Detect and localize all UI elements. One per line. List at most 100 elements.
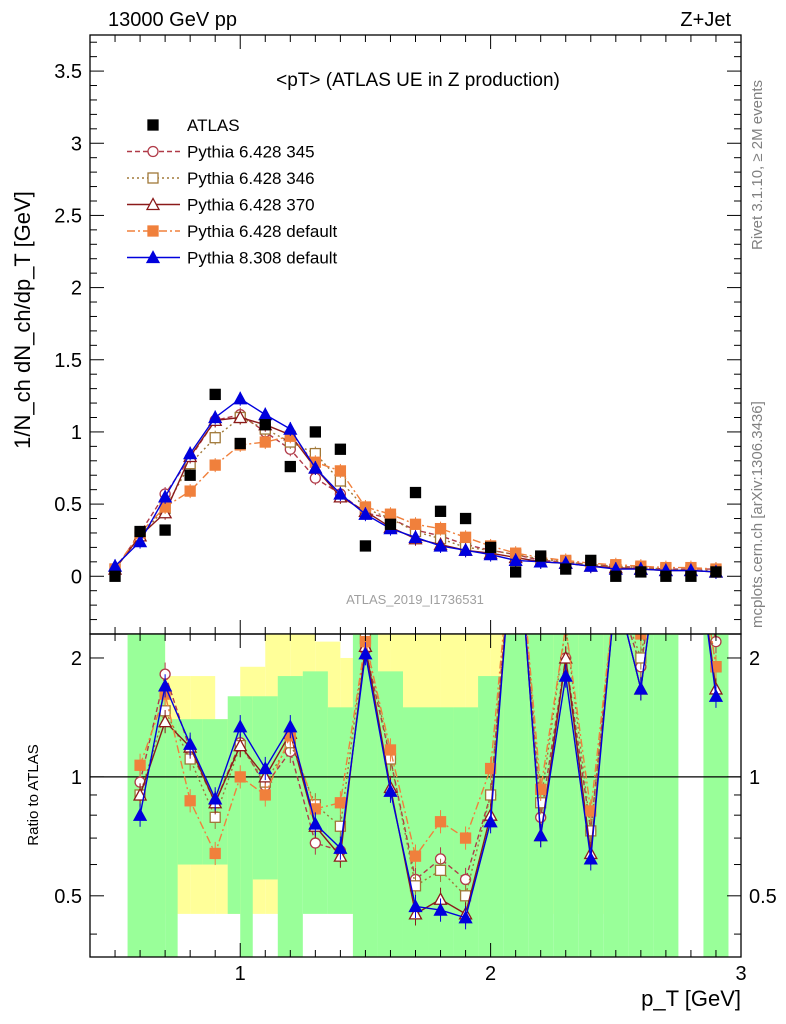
data-point (209, 459, 221, 471)
ratio-point (158, 678, 173, 692)
legend-label: ATLAS (187, 116, 240, 135)
series-atlas (109, 388, 722, 582)
data-point (409, 486, 422, 499)
ratio-point (459, 832, 472, 844)
data-point (535, 550, 547, 562)
legend-entry-1: Pythia 6.428 345 (127, 143, 315, 162)
legend-entry-0: ATLAS (147, 116, 240, 135)
data-point (685, 570, 697, 582)
ratio-point (633, 681, 648, 695)
x-axis-label: p_T [GeV] (641, 986, 741, 1011)
data-point (233, 410, 248, 424)
ratio-point (308, 816, 323, 830)
ratio-point (132, 807, 148, 821)
data-point (433, 538, 448, 552)
legend: ATLAS Pythia 6.428 345 Pythia 6.428 346 Pyt… (127, 116, 338, 268)
green-band-bin-16 (503, 634, 529, 957)
ratio-point (484, 762, 497, 775)
y-axis-label: 1/N_ch dN_ch/dp_T [GeV] (10, 191, 35, 449)
legend-label: Pythia 6.428 370 (187, 196, 315, 215)
ratio-point (383, 783, 398, 797)
ratio-point (384, 744, 397, 756)
y-tick-label: 1 (71, 422, 82, 444)
legend-marker (147, 172, 159, 184)
legend-marker (147, 225, 159, 237)
y-tick-label: 3.5 (54, 61, 82, 83)
ratio-point (458, 910, 473, 924)
data-point (408, 529, 423, 543)
legend-marker (145, 250, 161, 264)
ratio-point (710, 661, 722, 673)
green-band-bin-5 (240, 696, 253, 957)
ratio-pythia-8-308-default (132, 634, 724, 930)
ratio-panel-axes: 0.5 0.5 1 1 2 2 1 2 3 (54, 633, 777, 985)
ratio-point (334, 820, 347, 832)
x-tick-label: 2 (485, 963, 496, 985)
ratio-point (258, 761, 273, 775)
data-point (635, 566, 647, 578)
legend-marker (147, 145, 159, 158)
data-point (234, 437, 246, 450)
ratio-point (333, 840, 348, 854)
data-point (710, 566, 722, 578)
data-point (459, 512, 472, 525)
data-point (434, 505, 447, 517)
ratio-point (309, 837, 321, 849)
data-point (334, 465, 347, 477)
data-point (258, 407, 273, 421)
data-point (208, 410, 223, 424)
ratio-point (434, 864, 447, 876)
data-point (660, 570, 672, 582)
ratio-point (433, 902, 448, 916)
y-tick-label: 2.5 (54, 205, 82, 227)
data-point (358, 506, 373, 520)
green-band-bin-11 (377, 671, 403, 957)
ratio-point (483, 814, 498, 828)
data-point (284, 460, 296, 473)
ratio-point (183, 736, 198, 750)
data-point (159, 524, 171, 536)
legend-entry-5: Pythia 8.308 default (127, 249, 338, 268)
data-point (434, 522, 447, 535)
green-band-bin-20 (603, 634, 629, 957)
legend-entry-3: Pythia 6.428 370 (127, 196, 315, 215)
ratio-point (208, 791, 223, 805)
data-point (184, 469, 196, 481)
y-tick-label-right: 2 (749, 648, 760, 670)
main-panel-series (107, 388, 724, 582)
ratio-point (484, 789, 497, 801)
data-point (459, 531, 472, 543)
plot-title: <pT> (ATLAS UE in Z production) (276, 70, 560, 91)
series-pythia-8-308-default (107, 391, 724, 579)
ratio-point (434, 816, 447, 828)
legend-entry-2: Pythia 6.428 346 (127, 169, 315, 188)
legend-label: Pythia 6.428 346 (187, 169, 315, 188)
ratio-point (533, 828, 548, 842)
ratio-point (184, 795, 196, 807)
ratio-point (233, 738, 248, 752)
rivet-label: Rivet 3.1.10, ≥ 2M events (749, 80, 766, 250)
ratio-point (585, 825, 597, 837)
green-band-bin-1 (165, 719, 178, 957)
y-tick-label-right: 1 (749, 767, 760, 789)
data-point (384, 508, 397, 520)
y-tick-label: 1 (71, 767, 82, 789)
legend-label: Pythia 6.428 default (187, 222, 338, 241)
y-tick-label: 2 (71, 278, 82, 300)
data-point (134, 525, 146, 538)
legend-entry-4: Pythia 6.428 default (127, 222, 338, 241)
y-tick-label: 0 (71, 566, 82, 588)
y-tick-label-right: 0.5 (749, 886, 777, 908)
ratio-point (234, 771, 246, 783)
data-point (209, 388, 221, 401)
data-point (508, 553, 523, 567)
y-tick-label: 1.5 (54, 350, 82, 372)
data-point (259, 419, 271, 431)
data-point (132, 534, 148, 548)
x-tick-label: 3 (735, 963, 746, 985)
ratio-point (558, 650, 573, 664)
x-tick-label: 1 (235, 963, 246, 985)
ratio-point (283, 719, 298, 733)
ratio-point (558, 668, 573, 682)
